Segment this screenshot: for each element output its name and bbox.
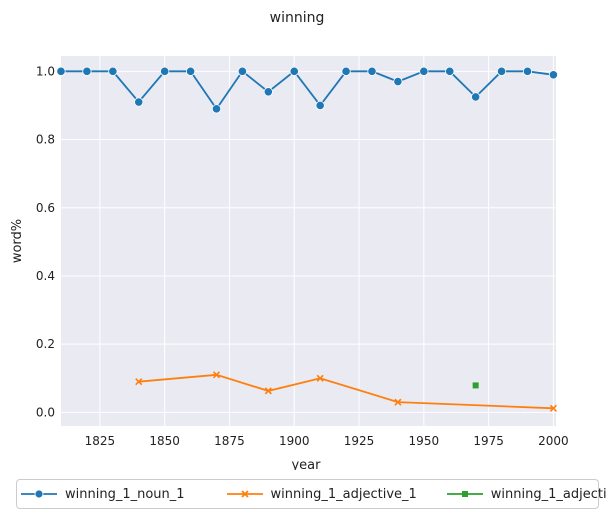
x-tick-label: 1950 bbox=[409, 434, 440, 448]
x-axis-label: year bbox=[291, 458, 321, 470]
legend-label: winning_1_noun_1 bbox=[65, 486, 185, 502]
data-point bbox=[237, 66, 248, 76]
legend-item-noun-1: winning_1_noun_1 bbox=[21, 487, 185, 502]
data-point bbox=[212, 371, 221, 379]
data-point bbox=[419, 66, 429, 76]
data-point bbox=[341, 66, 351, 76]
data-point bbox=[522, 66, 533, 76]
data-point bbox=[134, 97, 144, 107]
y-tick-label: 0.6 bbox=[36, 201, 55, 215]
x-tick-label: 1875 bbox=[214, 434, 245, 448]
data-point bbox=[496, 66, 507, 76]
data-point bbox=[82, 66, 92, 76]
data-series bbox=[56, 66, 559, 412]
x-tick-label: 1900 bbox=[279, 434, 310, 448]
line-chart: winning 1825 1850 1875 1900 1925 1950 1975 2000… bbox=[10, 10, 569, 470]
chart-title: winning bbox=[270, 10, 325, 26]
y-tick-label: 0.4 bbox=[36, 269, 55, 283]
x-axis-ticks: 1825 1850 1875 1900 1925 1950 1975 2000 bbox=[85, 434, 569, 448]
data-point bbox=[108, 66, 118, 76]
data-point bbox=[393, 76, 403, 87]
series-line bbox=[138, 373, 554, 410]
data-point bbox=[548, 70, 559, 80]
y-tick-label: 0.0 bbox=[36, 405, 55, 419]
y-axis-label: word% bbox=[10, 219, 25, 263]
legend-line-marker-icon bbox=[226, 490, 263, 498]
x-tick-label: 1925 bbox=[344, 434, 375, 448]
data-point bbox=[135, 378, 143, 386]
x-tick-label: 1825 bbox=[85, 434, 116, 448]
series-line bbox=[61, 69, 554, 111]
y-tick-label: 1.0 bbox=[36, 64, 55, 78]
legend-item-adjective-2: winning_1_adjective_2 bbox=[446, 486, 607, 502]
data-point bbox=[471, 92, 481, 102]
data-point bbox=[472, 382, 479, 389]
data-point bbox=[394, 398, 402, 406]
x-tick-label: 2000 bbox=[538, 434, 569, 448]
data-point bbox=[315, 100, 325, 111]
y-tick-label: 0.8 bbox=[36, 133, 55, 147]
data-point bbox=[160, 66, 170, 76]
y-axis-ticks: 0.0 0.2 0.4 0.6 0.8 1.0 bbox=[36, 64, 55, 419]
y-tick-label: 0.2 bbox=[36, 337, 55, 351]
legend-label: winning_1_adjective_2 bbox=[490, 486, 607, 502]
plot-area bbox=[61, 56, 556, 426]
data-point bbox=[289, 66, 299, 76]
data-point bbox=[445, 66, 455, 76]
data-point bbox=[316, 374, 324, 382]
data-point bbox=[185, 66, 196, 76]
legend-line-marker-icon bbox=[21, 489, 57, 499]
grid-lines bbox=[61, 56, 556, 426]
series-winning_1_adjective_1 bbox=[135, 371, 557, 412]
data-point bbox=[56, 66, 66, 76]
data-point bbox=[263, 87, 273, 97]
data-point bbox=[549, 404, 557, 412]
series-winning_1_adjective_2 bbox=[472, 382, 479, 389]
legend-label: winning_1_adjective_1 bbox=[270, 486, 417, 502]
series-winning_1_noun_1 bbox=[56, 66, 559, 114]
x-tick-label: 1975 bbox=[473, 434, 504, 448]
data-point bbox=[211, 104, 222, 114]
x-tick-label: 1850 bbox=[149, 434, 180, 448]
chart-legend: winning_1_noun_1 winning_1_adjective_1 w… bbox=[16, 479, 607, 509]
data-point bbox=[264, 387, 272, 395]
data-point bbox=[367, 66, 377, 76]
legend-line-marker-icon bbox=[446, 491, 483, 497]
legend-item-adjective-1: winning_1_adjective_1 bbox=[226, 486, 417, 502]
